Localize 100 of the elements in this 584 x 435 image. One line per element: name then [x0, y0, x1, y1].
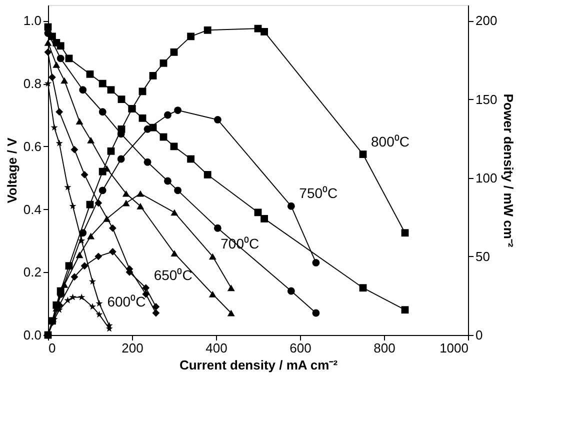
point [187, 32, 195, 40]
point [401, 306, 409, 314]
point [117, 155, 125, 163]
point [254, 208, 262, 216]
y2-tick-label: 100 [476, 170, 498, 186]
point [79, 86, 87, 94]
point [312, 259, 320, 266]
point [227, 310, 235, 316]
point [208, 290, 216, 298]
annotation: 600⁰C [107, 294, 146, 310]
point [98, 80, 106, 88]
point [164, 111, 172, 119]
point [160, 59, 168, 67]
point [79, 229, 87, 237]
y-tick-label: 0.2 [23, 264, 42, 280]
point [80, 262, 88, 270]
annotation: 750⁰C [299, 185, 338, 202]
x-axis-title: Current density / mA cm⁻² [179, 358, 338, 372]
point [56, 140, 63, 146]
point [118, 96, 126, 103]
point [107, 86, 115, 94]
point [136, 202, 144, 210]
point [98, 186, 106, 194]
point [204, 26, 212, 34]
point [88, 303, 96, 310]
point [44, 30, 52, 37]
annotation: 800⁰C [371, 133, 410, 150]
point [142, 284, 150, 292]
point [287, 202, 295, 210]
x-tick-label: 0 [48, 340, 56, 356]
y-tick-label: 0.0 [23, 328, 42, 342]
point [359, 284, 367, 292]
point [48, 74, 56, 81]
point [69, 294, 76, 300]
point [86, 70, 94, 78]
x-tick-label: 400 [206, 340, 228, 356]
point [401, 229, 409, 237]
x-tick-label: 200 [122, 340, 144, 356]
point [287, 287, 295, 295]
point [122, 200, 130, 206]
point [138, 114, 146, 122]
point [260, 215, 268, 222]
point [214, 116, 222, 124]
point [138, 88, 146, 96]
point [64, 184, 72, 190]
point [64, 296, 72, 304]
point [118, 125, 126, 133]
point [107, 147, 115, 155]
point [98, 168, 106, 176]
y-tick-label: 0.8 [23, 76, 42, 92]
x-tick-label: 600 [290, 340, 312, 356]
point [87, 232, 95, 240]
point [152, 303, 160, 310]
y2-tick-label: 0 [476, 328, 483, 342]
point [76, 118, 84, 124]
annotation: 650⁰C [154, 266, 192, 283]
point [70, 273, 78, 281]
point [260, 28, 268, 36]
point [87, 136, 95, 144]
point [65, 262, 73, 270]
y-axis-title: Voltage / V [4, 137, 20, 204]
point [149, 72, 157, 80]
point [86, 200, 94, 208]
point [136, 190, 144, 197]
point [144, 125, 152, 133]
point [98, 108, 106, 116]
point [312, 309, 320, 317]
point [50, 124, 58, 131]
y2-tick-label: 150 [476, 92, 498, 107]
x-tick-label: 1000 [440, 340, 468, 356]
point [52, 62, 60, 68]
y2-tick-label: 200 [476, 13, 498, 28]
point [96, 310, 103, 318]
point [170, 48, 178, 56]
point [44, 48, 52, 56]
point [174, 106, 182, 114]
y2-axis-title: Power density / mW cm⁻² [501, 94, 516, 248]
point [227, 284, 235, 292]
point [187, 155, 195, 163]
y-tick-label: 0.4 [23, 202, 42, 217]
y-tick-label: 1.0 [23, 13, 42, 28]
point [144, 158, 152, 166]
point [174, 186, 182, 194]
point [108, 248, 116, 256]
point [56, 54, 64, 62]
point [80, 171, 88, 178]
point [56, 108, 64, 116]
point [88, 278, 96, 285]
point [170, 250, 178, 256]
point [76, 252, 84, 258]
point [214, 224, 222, 232]
point [208, 253, 216, 260]
point [170, 142, 178, 150]
point [152, 309, 160, 317]
x-tick-label: 800 [374, 340, 396, 356]
point [108, 224, 116, 232]
point [56, 42, 64, 50]
point [170, 209, 178, 216]
point [103, 216, 111, 222]
point [96, 300, 103, 307]
